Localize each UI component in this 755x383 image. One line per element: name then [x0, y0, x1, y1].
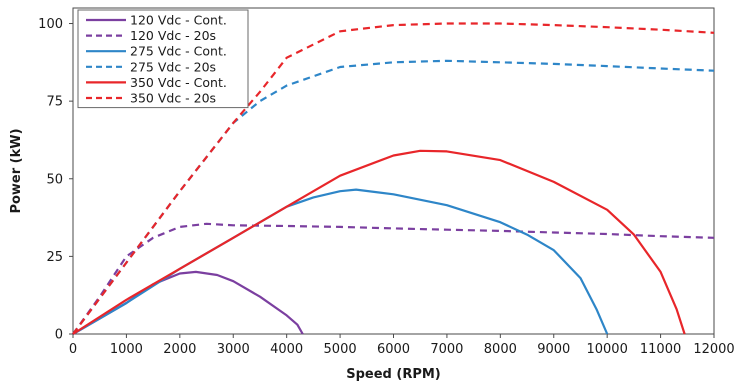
legend-label: 275 Vdc - 20s — [130, 59, 216, 74]
x-tick-label: 6000 — [377, 342, 410, 357]
x-tick-label: 10000 — [586, 342, 627, 357]
x-axis-title: Speed (RPM) — [346, 367, 441, 382]
x-tick-label: 2000 — [163, 342, 196, 357]
legend-label: 120 Vdc - Cont. — [130, 13, 227, 28]
x-tick-label: 0 — [69, 342, 77, 357]
plot-lines — [72, 22, 715, 335]
series-line-2 — [72, 188, 609, 335]
x-tick-label: 4000 — [270, 342, 303, 357]
x-tick-label: 12000 — [693, 342, 734, 357]
y-tick-label: 100 — [38, 17, 63, 32]
axes: 0 1000 2000 3000 4000 5000 6000 7000 8000 9000 100… — [38, 7, 735, 357]
legend-label: 120 Vdc - 20s — [130, 28, 216, 43]
legend-label: 350 Vdc - Cont. — [130, 75, 227, 90]
x-tick-label: 7000 — [430, 342, 463, 357]
series-line-5 — [72, 22, 715, 335]
legend-box — [77, 9, 249, 109]
x-tick-label: 3000 — [217, 342, 250, 357]
x-tick-label: 5000 — [324, 342, 357, 357]
legend-label: 275 Vdc - Cont. — [130, 44, 227, 59]
y-tick-label: 0 — [55, 328, 63, 343]
series-line-4 — [72, 149, 686, 335]
series-line-0 — [72, 270, 304, 335]
y-axis-title: Power (kW) — [9, 128, 24, 213]
y-tick-label: 75 — [46, 95, 63, 110]
x-tick-label: 8000 — [484, 342, 517, 357]
x-tick-label: 1000 — [110, 342, 143, 357]
x-tick-label: 11000 — [640, 342, 681, 357]
series-line-1 — [72, 222, 715, 335]
legend-label: 350 Vdc - 20s — [130, 91, 216, 106]
y-tick-label: 25 — [46, 250, 63, 265]
y-tick-label: 50 — [46, 172, 63, 187]
x-tick-label: 9000 — [537, 342, 570, 357]
